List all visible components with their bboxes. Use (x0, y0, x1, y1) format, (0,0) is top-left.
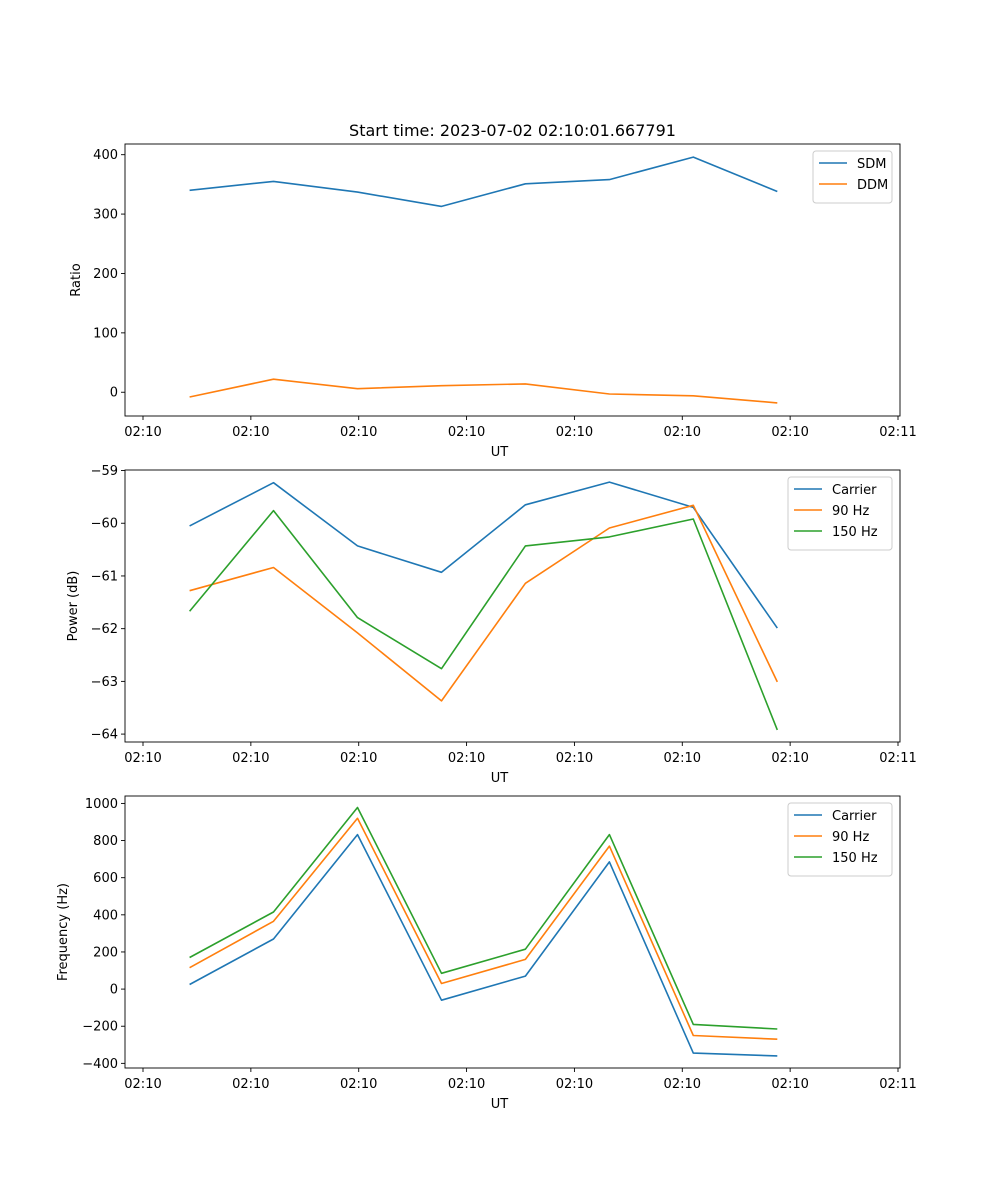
y-tick-label: 1000 (85, 797, 118, 812)
series-line-150-hz (188, 509, 779, 731)
x-tick-label: 02:10 (124, 425, 161, 440)
x-tick-label: 02:10 (448, 751, 485, 766)
x-tick-label: 02:10 (664, 425, 701, 440)
x-tick-label: 02:10 (556, 751, 593, 766)
y-tick-label: −61 (91, 569, 118, 584)
y-tick-label: −200 (82, 1020, 118, 1035)
x-tick-label: 02:10 (232, 751, 269, 766)
y-axis-label: Frequency (Hz) (56, 883, 71, 981)
x-tick-label: 02:10 (664, 751, 701, 766)
series-line-90-hz (189, 817, 778, 1040)
y-tick-label: 400 (93, 908, 118, 923)
legend-label-150-hz: 150 Hz (832, 851, 878, 866)
series-line-carrier (189, 833, 778, 1057)
x-tick-label: 02:10 (556, 425, 593, 440)
y-tick-label: −64 (91, 728, 118, 743)
y-tick-label: 200 (93, 945, 118, 960)
x-tick-label: 02:10 (340, 425, 377, 440)
axes-frame (124, 795, 901, 1069)
legend-label-90-hz: 90 Hz (832, 830, 869, 845)
y-tick-label: 800 (93, 834, 118, 849)
x-tick-label: 02:10 (124, 751, 161, 766)
power-panel: 02:10 02:10 02:10 02:10 02:10 02:10 02:10 02:11… (66, 464, 917, 786)
x-tick-label: 02:11 (879, 751, 916, 766)
y-tick-label: 0 (110, 983, 118, 998)
legend-label-carrier: Carrier (832, 483, 877, 498)
x-tick-label: 02:11 (879, 425, 916, 440)
y-tick-label: −62 (91, 622, 118, 637)
x-tick-label: 02:10 (448, 425, 485, 440)
legend-label-sdm: SDM (857, 157, 886, 172)
y-tick-label: 300 (93, 208, 118, 223)
x-axis-label: UT (491, 1097, 509, 1112)
ratio-panel: 02:10 02:10 02:10 02:10 02:10 02:10 02:10 02:11… (69, 143, 917, 460)
series-line-90-hz (189, 504, 779, 702)
y-tick-label: −59 (91, 464, 118, 479)
y-tick-label: 200 (93, 267, 118, 282)
x-tick-label: 02:10 (340, 1077, 377, 1092)
x-tick-label: 02:10 (556, 1077, 593, 1092)
y-tick-label: −63 (91, 675, 118, 690)
y-tick-label: 100 (93, 326, 118, 341)
x-axis-label: UT (491, 445, 509, 460)
y-axis-label: Power (dB) (66, 571, 81, 642)
x-axis-label: UT (491, 771, 509, 786)
x-tick-label: 02:10 (771, 1077, 808, 1092)
x-tick-label: 02:10 (771, 751, 808, 766)
y-tick-label: −400 (82, 1057, 118, 1072)
axes-frame (124, 469, 901, 743)
x-tick-label: 02:10 (124, 1077, 161, 1092)
legend-label-ddm: DDM (857, 178, 888, 193)
y-tick-label: −60 (91, 517, 118, 532)
axes-frame (124, 143, 901, 417)
frequency-panel: 02:10 02:10 02:10 02:10 02:10 02:10 02:10 02:11… (56, 795, 917, 1112)
y-tick-label: 600 (93, 871, 118, 886)
series-line-sdm (189, 156, 778, 208)
x-tick-label: 02:10 (232, 425, 269, 440)
legend-label-carrier: Carrier (832, 809, 877, 824)
y-tick-label: 400 (93, 148, 118, 163)
x-tick-label: 02:10 (340, 751, 377, 766)
x-tick-label: 02:10 (448, 1077, 485, 1092)
series-line-carrier (189, 481, 778, 629)
x-tick-label: 02:10 (771, 425, 808, 440)
series-line-ddm (189, 378, 778, 404)
chart-title: Start time: 2023-07-02 02:10:01.667791 (349, 121, 676, 140)
legend-label-90-hz: 90 Hz (832, 504, 869, 519)
x-tick-label: 02:10 (232, 1077, 269, 1092)
series-line-150-hz (189, 806, 778, 1030)
x-tick-label: 02:11 (879, 1077, 916, 1092)
x-tick-label: 02:10 (664, 1077, 701, 1092)
y-tick-label: 0 (110, 386, 118, 401)
y-axis-label: Ratio (69, 263, 84, 296)
legend-label-150-hz: 150 Hz (832, 525, 878, 540)
legend-box (812, 150, 893, 204)
